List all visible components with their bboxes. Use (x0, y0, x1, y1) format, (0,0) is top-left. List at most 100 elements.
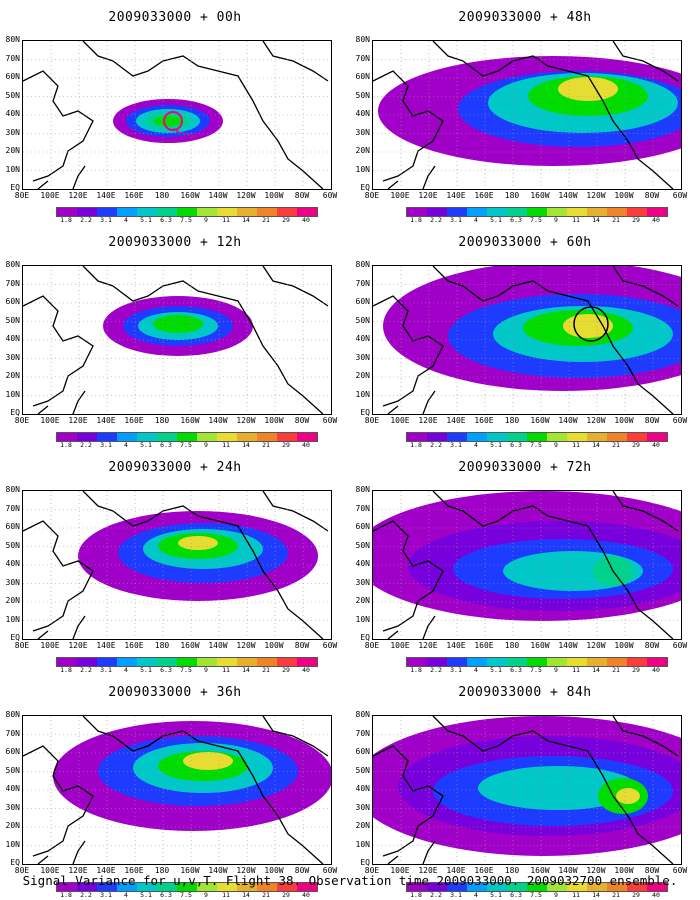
latitude-label: 80N (5, 710, 20, 719)
panel-title: 2009033000 + 36h (108, 685, 242, 700)
colorbar-label: 6.3 (510, 891, 522, 899)
colorbar-swatch (547, 658, 567, 666)
longitude-label: 120W (586, 641, 606, 650)
colorbar-label: 9 (554, 441, 558, 449)
colorbar-label: 21 (612, 666, 620, 674)
colorbar-swatch (527, 433, 547, 441)
colorbar-label: 3.1 (100, 891, 112, 899)
colorbar-label: 29 (632, 441, 640, 449)
latitude-label: 10N (5, 389, 20, 399)
colorbar-label: 3.1 (100, 216, 112, 224)
colorbar (406, 432, 668, 442)
map-canvas (23, 716, 331, 864)
coastline (82, 266, 114, 287)
colorbar-label: 40 (652, 216, 660, 224)
longitude-label: 60W (322, 641, 338, 650)
colorbar-swatch (57, 883, 77, 891)
observation-circle (573, 306, 609, 342)
longitude-label: 100W (264, 641, 284, 650)
colorbar-label: 29 (282, 891, 290, 899)
forecast-panel-00h: 2009033000 + 00h 80N 70N 60N 50N 40N 30N 20N 10… (0, 0, 350, 225)
colorbar-label: 7.5 (180, 441, 192, 449)
colorbar-swatch (217, 433, 237, 441)
colorbar-swatch (447, 433, 467, 441)
colorbar-swatch (177, 208, 197, 216)
colorbar-swatch (507, 208, 527, 216)
longitude-label: 180 (504, 641, 520, 650)
latitude-label: 40N (355, 334, 370, 343)
colorbar-label: 6.3 (160, 441, 172, 449)
colorbar-swatch (277, 208, 297, 216)
longitude-label: 160E (474, 641, 494, 650)
longitude-label: 160W (530, 416, 550, 425)
colorbar-label: 4 (474, 441, 478, 449)
coastline (612, 491, 679, 532)
coastline (82, 491, 114, 512)
coastline (387, 390, 436, 414)
colorbar-swatch (297, 658, 317, 666)
colorbar-label: 11 (222, 666, 230, 674)
longitude-label: 160W (180, 866, 200, 875)
coastline (612, 716, 679, 757)
longitude-label: 160W (180, 641, 200, 650)
longitude-label: 100W (614, 191, 634, 200)
colorbar-label: 6.3 (510, 666, 522, 674)
colorbar-swatch (117, 883, 137, 891)
longitude-label: 140E (96, 866, 116, 875)
longitude-label: 120E (68, 416, 88, 425)
colorbar-swatch (277, 658, 297, 666)
longitude-label: 100W (264, 416, 284, 425)
colorbar-label: 6.3 (160, 666, 172, 674)
longitude-label: 100E (40, 641, 60, 650)
colorbar-swatch (467, 433, 487, 441)
colorbar-label: 29 (282, 216, 290, 224)
forecast-panel-24h: 2009033000 + 24h 80N 70N 60N 50N 40N 30N 20N 10… (0, 450, 350, 675)
longitude-label: 80W (294, 416, 310, 425)
colorbar-label: 21 (262, 441, 270, 449)
longitude-label: 140E (96, 641, 116, 650)
variance-contour (178, 536, 218, 550)
colorbar-swatch (217, 208, 237, 216)
variance-contour (478, 766, 638, 810)
coastline (612, 41, 679, 82)
colorbar-label: 3.1 (100, 666, 112, 674)
longitude-label: 140W (558, 416, 578, 425)
colorbar-swatch (467, 208, 487, 216)
map-canvas (23, 266, 331, 414)
longitude-label: 140E (96, 191, 116, 200)
colorbar-label: 14 (592, 666, 600, 674)
longitude-label: 160E (124, 191, 144, 200)
colorbar-swatch (57, 208, 77, 216)
latitude-label: 50N (355, 765, 370, 775)
latitude-label: 40N (355, 109, 370, 118)
colorbar-label: 21 (262, 216, 270, 224)
longitude-label: 80W (294, 641, 310, 650)
longitude-label: 80W (644, 866, 660, 875)
colorbar-swatch (237, 883, 257, 891)
colorbar-label: 1.8 (410, 441, 422, 449)
colorbar-label: 14 (592, 216, 600, 224)
colorbar-label: 7.5 (180, 891, 192, 899)
longitude-label: 160W (180, 191, 200, 200)
longitude-label: 80E (364, 641, 380, 650)
colorbar-swatch (507, 883, 527, 891)
longitude-label: 160W (530, 866, 550, 875)
latitude-label: 30N (5, 352, 20, 362)
colorbar-swatch (527, 208, 547, 216)
colorbar-label: 5.1 (490, 216, 502, 224)
latitude-label: 50N (5, 765, 20, 775)
colorbar-label: 3.1 (450, 441, 462, 449)
longitude-label: 80E (14, 641, 30, 650)
colorbar-swatch (137, 208, 157, 216)
colorbar-swatch (137, 433, 157, 441)
latitude-label: 60N (5, 297, 20, 306)
longitude-label: 80W (294, 191, 310, 200)
colorbar-label: 9 (554, 891, 558, 899)
longitude-label: 120E (418, 866, 438, 875)
colorbar-label: 7.5 (530, 891, 542, 899)
latitude-label: EQ (10, 183, 20, 192)
latitude-label: 30N (5, 802, 20, 812)
colorbar-label: 6.3 (160, 216, 172, 224)
colorbar-swatch (587, 883, 607, 891)
longitude-label: 80E (364, 416, 380, 425)
